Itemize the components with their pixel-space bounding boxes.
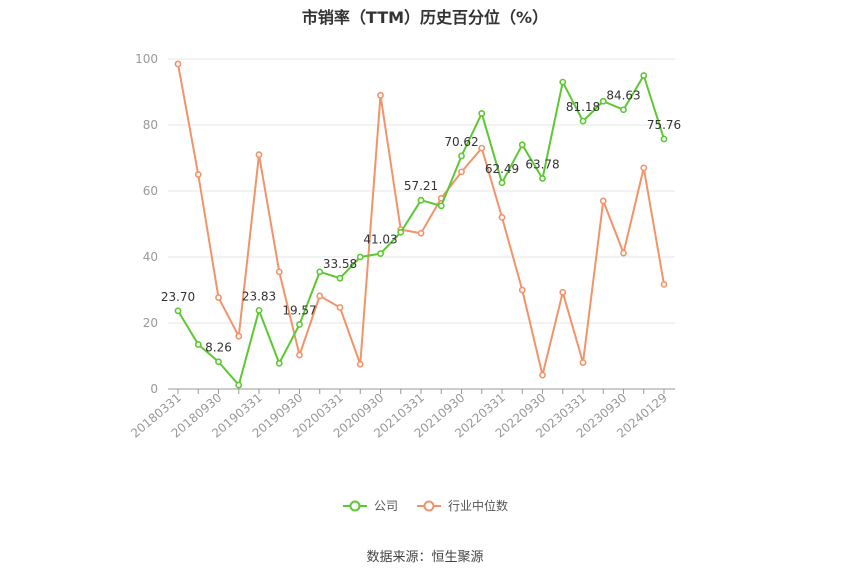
company-data-label: 57.21 — [404, 179, 438, 193]
company-legend-marker-icon — [342, 500, 367, 511]
company-data-point — [235, 381, 243, 389]
industry-legend-marker-icon — [417, 500, 441, 511]
company-data-label: 63.78 — [525, 158, 559, 172]
industry-data-point — [579, 359, 587, 366]
legend: 公司 行业中位数 — [0, 497, 850, 514]
industry-data-point — [620, 249, 627, 257]
company-data-point — [640, 72, 648, 79]
industry-data-point — [518, 286, 526, 294]
company-data-point — [255, 306, 263, 314]
company-data-point — [296, 321, 303, 328]
company-data-label: 75.76 — [647, 118, 681, 132]
legend-label-company: 公司 — [373, 499, 398, 513]
company-data-label: 8.26 — [205, 341, 232, 355]
industry-data-point — [498, 213, 506, 221]
company-data-point — [417, 196, 425, 204]
company-data-point — [539, 175, 546, 182]
company-data-label: 23.70 — [161, 290, 195, 304]
legend-item-company[interactable]: 公司 — [342, 497, 398, 514]
company-data-label: 70.62 — [444, 135, 478, 149]
company-data-label: 23.83 — [242, 289, 276, 303]
company-data-point — [518, 141, 526, 149]
company-data-point — [437, 202, 445, 210]
company-data-point — [336, 274, 344, 282]
company-data-point — [356, 253, 364, 261]
industry-data-point — [559, 288, 567, 296]
industry-data-point — [640, 164, 648, 172]
industry-data-point — [296, 351, 303, 359]
company-data-point — [458, 152, 465, 160]
industry-data-point — [539, 371, 546, 379]
company-data-label: 84.63 — [606, 89, 640, 103]
data-source: 数据来源：恒生聚源 — [366, 550, 484, 565]
company-data-label: 33.58 — [323, 257, 357, 271]
company-data-point — [397, 228, 405, 236]
company-data-point — [599, 97, 607, 105]
industry-data-point — [174, 60, 182, 68]
y-tick-label: 80 — [143, 118, 158, 132]
industry-data-point — [478, 144, 486, 152]
chart-title: 市销率（TTM）历史百分位（%） — [301, 8, 549, 27]
industry-data-point — [417, 229, 425, 237]
company-data-label: 81.18 — [566, 100, 600, 114]
company-data-point — [478, 110, 486, 117]
industry-data-point — [599, 197, 607, 205]
company-data-label: 41.03 — [363, 233, 397, 247]
y-tick-label: 20 — [143, 316, 158, 330]
y-tick-label: 100 — [135, 52, 158, 66]
company-data-label: 19.57 — [282, 303, 316, 317]
industry-data-point — [255, 151, 263, 159]
y-tick-label: 40 — [143, 250, 158, 264]
legend-item-industry[interactable]: 行业中位数 — [416, 497, 508, 514]
company-data-point — [620, 106, 627, 114]
industry-data-point — [458, 168, 465, 176]
industry-data-point — [660, 280, 668, 288]
y-tick-label: 0 — [150, 382, 158, 396]
industry-data-point — [316, 292, 324, 300]
y-tick-label: 60 — [143, 184, 158, 198]
industry-data-point — [235, 332, 243, 340]
industry-data-point — [215, 294, 222, 301]
company-data-point — [498, 179, 506, 187]
company-data-point — [377, 250, 384, 258]
company-data-point — [579, 117, 587, 125]
company-data-label: 62.49 — [485, 162, 519, 176]
company-data-point — [316, 268, 324, 276]
company-data-point — [215, 358, 222, 366]
industry-data-point — [377, 91, 384, 99]
industry-data-point — [336, 304, 344, 311]
company-data-point — [194, 341, 202, 348]
company-data-point — [660, 135, 668, 143]
legend-label-industry: 行业中位数 — [448, 499, 509, 513]
company-data-point — [275, 359, 283, 367]
industry-data-point — [275, 268, 283, 276]
industry-data-point — [194, 171, 202, 178]
company-data-point — [559, 78, 567, 86]
company-data-point — [174, 307, 182, 315]
industry-data-point — [356, 360, 364, 368]
